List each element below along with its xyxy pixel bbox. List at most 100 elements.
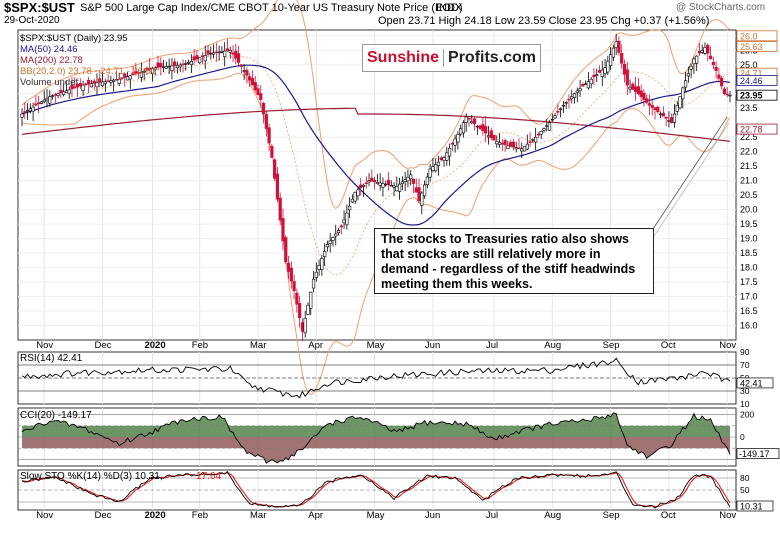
candle-body [450, 143, 454, 145]
candle-body [586, 81, 590, 89]
chart-ticker: $SPX:$UST [4, 0, 75, 15]
candle-body [400, 181, 404, 184]
candle-body [511, 141, 516, 148]
candle-body [481, 124, 485, 132]
x-tick-label: Sep [603, 340, 620, 351]
y-tick-label: 16.5 [740, 306, 758, 316]
candle-body [647, 103, 652, 106]
y-tick-label: 19.0 [740, 234, 758, 244]
candle-body [653, 107, 657, 110]
candle-body [120, 77, 124, 79]
rsi-tick: 30 [740, 386, 750, 396]
chart-date: 29-Oct-2020 [4, 15, 60, 26]
candle-body [556, 111, 560, 113]
value-label-box [736, 75, 778, 86]
candle-body [420, 192, 424, 206]
legend-ma50: MA(50) 24.46 [20, 44, 78, 55]
candle-body [534, 136, 538, 143]
ma200-line [21, 107, 731, 142]
candle-body [236, 53, 241, 63]
candle-body [514, 147, 518, 150]
candle-body [639, 90, 643, 97]
y-tick-label: 23.5 [740, 103, 758, 113]
candle-body [453, 138, 457, 146]
candle-body [717, 74, 721, 79]
y-tick-label: 20.5 [740, 190, 758, 200]
rsi-title: RSI(14) 42.41 [20, 353, 83, 364]
x-tick-label: Apr [308, 340, 323, 351]
sto-title: Slow STO %K(14) %D(3) 10.31, [20, 471, 163, 482]
x-tick-label: Dec [95, 340, 112, 351]
candle-body [547, 122, 552, 131]
x-tick-label: Jun [425, 510, 440, 521]
y-tick-label: 22.0 [740, 147, 758, 157]
rsi-tick: 10 [740, 399, 750, 409]
candle-body [350, 198, 355, 203]
legend-bb: BB(20,2.0) 23.78 - 24.71 - 25.63 [20, 66, 157, 77]
x-tick-label: Mar [250, 340, 266, 351]
candle-body [489, 130, 493, 139]
x-tick-label: Nov [719, 340, 736, 351]
candle-body [156, 62, 160, 68]
candle-body [631, 83, 635, 90]
candle-body [650, 104, 654, 108]
x-tick-label: May [367, 340, 385, 351]
x-tick-label: Aug [544, 510, 561, 521]
candle-body [356, 189, 360, 197]
candle-body [239, 64, 243, 67]
candle-body [264, 114, 268, 129]
candle-body [186, 62, 191, 64]
candle-body [181, 63, 185, 66]
candle-body [300, 322, 305, 332]
candle-body [428, 168, 432, 178]
candle-body [231, 52, 235, 55]
candle-body [614, 41, 618, 48]
candle-body [581, 84, 585, 87]
candle-body [589, 78, 593, 85]
cci-value-box [736, 448, 780, 459]
candle-body [461, 122, 466, 134]
candle-body [706, 44, 710, 54]
candle-body [359, 184, 363, 188]
candle-body [189, 60, 193, 65]
candle-body [545, 125, 549, 127]
candle-body [203, 55, 207, 62]
candle-body [378, 182, 382, 186]
candle-body [309, 291, 313, 309]
x-tick-label: Mar [250, 510, 266, 521]
candle-body [59, 89, 63, 94]
candle-body [617, 40, 621, 53]
rsi-tick: 90 [740, 347, 750, 357]
candle-body [664, 116, 668, 119]
candle-body [689, 65, 693, 70]
y-tick-label: 19.5 [740, 219, 758, 229]
candle-body [475, 125, 479, 128]
candle-body [595, 74, 599, 76]
candle-body [567, 99, 571, 101]
candle-body [373, 180, 377, 183]
candle-body [436, 161, 441, 166]
candle-body [389, 184, 393, 187]
value-label: 23.95 [740, 91, 763, 101]
candle-body [645, 98, 649, 103]
candle-body [159, 62, 163, 68]
candle-body [658, 113, 663, 116]
candle-body [303, 317, 307, 334]
y-tick-label: 18.0 [740, 263, 758, 273]
candle-body [361, 184, 366, 187]
candle-body [42, 99, 46, 102]
candle-body [484, 126, 488, 134]
candle-body [87, 79, 91, 85]
x-tick-label: Nov [36, 340, 53, 351]
y-tick-label: 21.5 [740, 161, 758, 171]
x-tick-label: 2020 [144, 340, 165, 351]
candle-body [242, 70, 246, 72]
candle-body [267, 127, 271, 144]
x-tick-label: Dec [95, 510, 112, 521]
panel-frame-0 [17, 29, 737, 341]
x-tick-label: May [367, 510, 385, 521]
candle-body [692, 58, 696, 65]
candle-body [223, 50, 227, 57]
y-tick-label: 17.5 [740, 277, 758, 287]
candle-body [167, 65, 171, 68]
